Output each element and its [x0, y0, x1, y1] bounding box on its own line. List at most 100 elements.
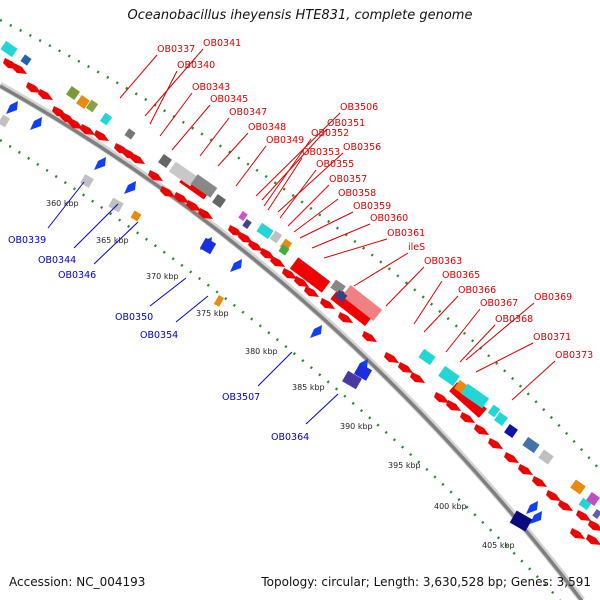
forward-gene-arrow	[576, 510, 591, 521]
gene-box	[438, 365, 460, 387]
forward-gene-arrow	[434, 392, 449, 403]
map-title: Oceanobacillus iheyensis HTE831, complet…	[127, 8, 473, 23]
forward-gene-label[interactable]: OB0341	[203, 38, 241, 49]
forward-gene-arrow	[12, 63, 27, 74]
forward-gene-block	[289, 257, 331, 293]
reverse-gene-label[interactable]: OB0354	[140, 330, 178, 341]
reverse-gene-label[interactable]: OB0344	[38, 255, 76, 266]
forward-gene-label[interactable]: OB0349	[266, 135, 304, 146]
gene-box	[212, 194, 226, 208]
forward-gene-label[interactable]: OB0357	[329, 174, 367, 185]
forward-gene-arrow	[338, 312, 353, 323]
forward-callout-line	[263, 138, 312, 207]
gene-box	[124, 128, 136, 140]
forward-gene-label[interactable]: OB0353	[302, 147, 340, 158]
forward-gene-label[interactable]: OB0337	[157, 44, 195, 55]
reverse-gene-label[interactable]: OB0364	[271, 432, 309, 443]
forward-gene-label[interactable]: OB0355	[316, 159, 354, 170]
forward-gene-label[interactable]: OB0345	[210, 94, 248, 105]
forward-gene-arrow	[228, 225, 243, 236]
reverse-callout-line	[47, 181, 85, 229]
reverse-callout-line	[305, 393, 339, 425]
forward-gene-label[interactable]: OB0363	[424, 256, 462, 267]
forward-callout-line	[299, 211, 354, 239]
forward-callout-line	[261, 128, 328, 201]
forward-gene-arrow	[94, 130, 109, 141]
forward-gene-arrow	[80, 124, 95, 135]
forward-gene-arrow	[362, 331, 377, 342]
gene-box	[334, 289, 348, 303]
forward-gene-label[interactable]: OB0367	[480, 298, 518, 309]
forward-gene-label[interactable]: OB0343	[192, 82, 230, 93]
reverse-callout-line	[257, 351, 293, 387]
forward-gene-arrow	[26, 82, 41, 93]
forward-gene-arrow	[270, 256, 285, 267]
forward-gene-label[interactable]: OB3506	[340, 102, 378, 113]
gene-box	[190, 174, 218, 198]
forward-gene-arrow	[488, 438, 503, 449]
forward-gene-arrow	[588, 520, 600, 531]
forward-callout-line	[171, 104, 211, 151]
genome-backbone-core	[0, 84, 584, 600]
kbp-tick-label: 395 kbp	[388, 461, 421, 470]
forward-gene-label[interactable]: OB0340	[177, 60, 215, 71]
forward-gene-arrow	[148, 170, 163, 181]
kbp-tick-label: 400 kbp	[434, 502, 467, 511]
forward-gene-label[interactable]: OB0359	[353, 201, 391, 212]
gene-box	[99, 112, 113, 126]
forward-callout-line	[353, 252, 409, 287]
reverse-gene-arrow	[6, 101, 18, 114]
forward-gene-arrow	[504, 452, 519, 463]
reverse-callout-line	[93, 221, 139, 265]
forward-gene-arrow	[586, 534, 600, 545]
forward-callout-line	[279, 169, 317, 219]
forward-gene-label[interactable]: OB0347	[229, 107, 267, 118]
forward-gene-label[interactable]: OB0365	[442, 270, 480, 281]
reverse-gene-box	[80, 174, 94, 188]
gene-box	[460, 383, 490, 409]
kbp-tick-label: 375 kbp	[196, 309, 229, 318]
reverse-gene-label[interactable]: OB3507	[222, 392, 260, 403]
forward-gene-label[interactable]: OB0371	[533, 332, 571, 343]
gene-box	[487, 404, 501, 418]
forward-gene-arrow	[174, 192, 189, 203]
forward-callout-line	[511, 360, 556, 401]
reverse-gene-label[interactable]: OB0346	[58, 270, 96, 281]
gene-box	[85, 99, 99, 113]
forward-callout-line	[287, 184, 330, 227]
reverse-gene-arrow	[530, 511, 542, 524]
forward-gene-label[interactable]: OB0369	[534, 292, 572, 303]
forward-gene-arrow	[474, 424, 489, 435]
gene-box	[242, 219, 252, 229]
kbp-ticks: 360 kbp 365 kbp 370 kbp 375 kbp 380 kbp 385 k…	[46, 199, 515, 550]
gene-box	[592, 509, 600, 519]
forward-gene-label[interactable]: OB0373	[555, 350, 593, 361]
kbp-tick-label: 360 kbp	[46, 199, 79, 208]
forward-gene-label[interactable]: OB0368	[495, 314, 533, 325]
forward-gene-label[interactable]: OB0348	[248, 122, 286, 133]
forward-gene-label[interactable]: OB0366	[458, 285, 496, 296]
reverse-gene-arrow	[310, 325, 322, 338]
gene-box	[158, 154, 172, 168]
forward-gene-label[interactable]: OB0352	[311, 128, 349, 139]
gene-features	[0, 40, 600, 545]
reverse-callout-line	[73, 203, 119, 249]
forward-gene-arrow	[570, 528, 585, 539]
reverse-gene-label[interactable]: OB0350	[115, 312, 153, 323]
reverse-gene-box	[108, 197, 124, 213]
reverse-gene-label[interactable]: OB0339	[8, 235, 46, 246]
forward-gene-label[interactable]: OB0356	[343, 142, 381, 153]
forward-gene-label[interactable]: OB0360	[370, 213, 408, 224]
kbp-tick-label: 390 kbp	[340, 422, 373, 431]
reverse-gene-box	[130, 210, 142, 222]
reverse-gene-box	[342, 370, 362, 390]
reverse-gene-box	[353, 363, 373, 381]
forward-callout-line	[293, 198, 339, 233]
forward-gene-label[interactable]: OB0358	[338, 188, 376, 199]
forward-gene-label[interactable]: ileS	[408, 242, 425, 253]
forward-gene-label[interactable]: OB0361	[387, 228, 425, 239]
gene-box	[522, 436, 540, 454]
forward-gene-label[interactable]: OB0351	[327, 118, 365, 129]
